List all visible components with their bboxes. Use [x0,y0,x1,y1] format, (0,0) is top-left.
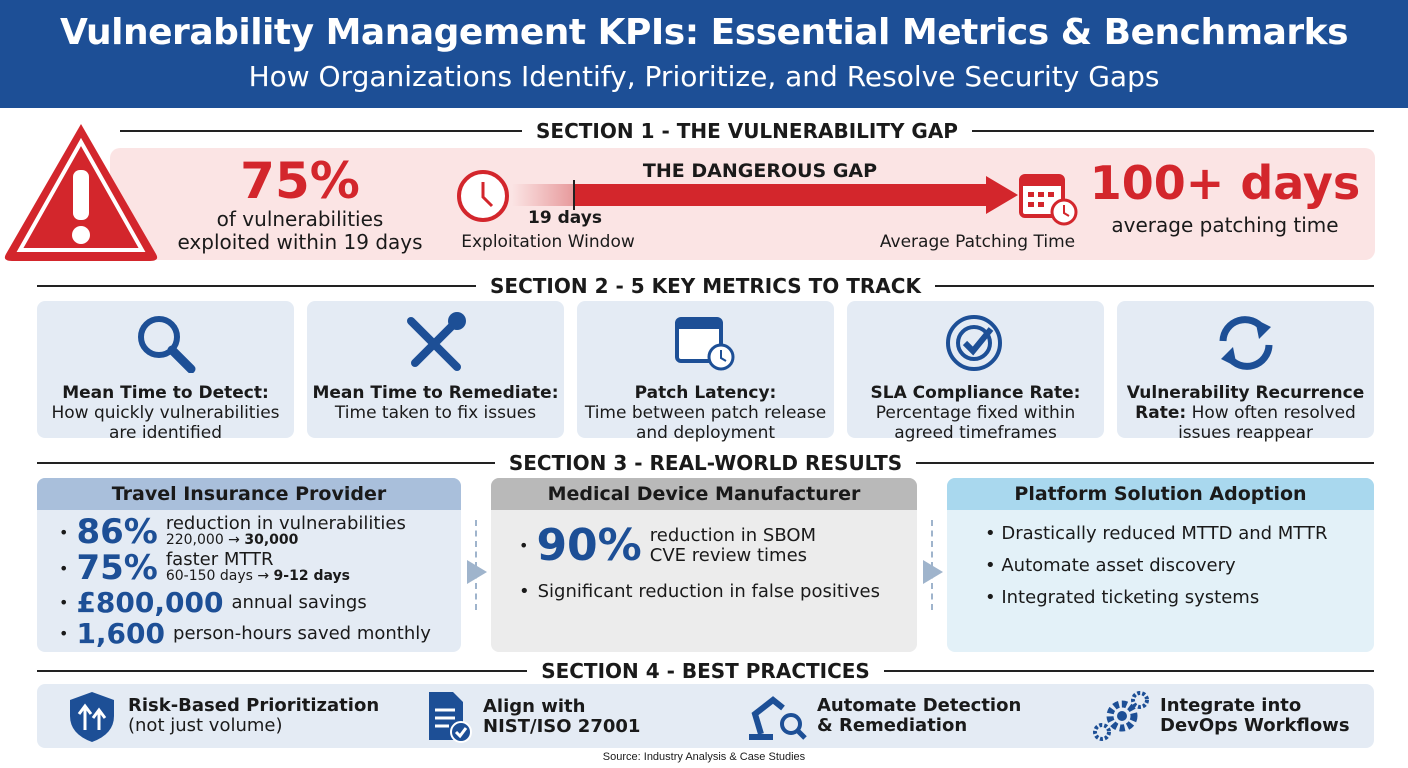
shield-arrows-icon [70,692,114,742]
exploit-window-bar [512,184,574,206]
gears-cycle-icon [1093,691,1149,741]
metric-card-mttd: Mean Time to Detect: How quickly vulnerab… [37,301,294,443]
target-check-icon [945,315,1002,371]
19-day-marker [573,180,575,210]
exploit-window-label: Exploitation Window [461,232,635,252]
metric-card-patch-latency: Patch Latency: Time between patch release… [577,301,834,443]
practice-automate: Automate Detection & Remediation [745,690,1021,742]
clock-icon [457,170,509,222]
magnifier-icon [137,316,195,373]
robot-arm-icon [749,696,807,740]
section1-heading: SECTION 1 - THE VULNERABILITY GAP [120,119,1374,143]
arrow-right-icon [467,560,487,584]
case-medical-device: Medical Device Manufacturer • 90% reductio… [491,478,917,652]
case-platform-adoption: Platform Solution Adoption • Drastically… [947,478,1374,652]
refresh-icon [1219,316,1272,370]
metric-card-recurrence: Vulnerability Recurrence Rate: How often… [1117,301,1374,443]
warning-icon [4,124,158,261]
marker-label: 19 days [528,208,602,228]
practice-risk-based: Risk-Based Prioritization (not just volum… [66,690,379,742]
connector-line [931,520,933,610]
exploit-stat-desc: of vulnerabilities exploited within 19 da… [177,207,423,254]
calendar-clock-icon [674,317,734,371]
best-practices-strip [37,684,1374,748]
section3-heading: SECTION 3 - REAL-WORLD RESULTS [37,451,1375,475]
metric-card-mttr: Mean Time to Remediate: Time taken to fix… [307,301,564,438]
header-banner: Vulnerability Management KPIs: Essential… [0,0,1408,108]
arrow-right-icon [923,560,943,584]
metric-card-sla: SLA Compliance Rate: Percentage fixed wit… [847,301,1104,443]
patch-stat-desc: average patching time [1111,213,1339,237]
exploit-stat: 75% [240,152,360,210]
gap-label: THE DANGEROUS GAP [642,160,878,182]
patch-time-label: Average Patching Time [879,232,1076,252]
patch-stat: 100+ days [1089,156,1361,210]
connector-line [475,520,477,610]
section4-heading: SECTION 4 - BEST PRACTICES [37,659,1375,683]
calendar-clock-icon [1019,174,1078,226]
tools-icon [406,312,466,371]
page-title: Vulnerability Management KPIs: Essential… [59,12,1349,53]
case-travel-insurance: Travel Insurance Provider • 86% reduction … [37,478,461,652]
gap-arrow [575,184,990,206]
practice-nist-iso: Align with NIST/ISO 27001 [425,690,640,744]
section2-heading: SECTION 2 - 5 KEY METRICS TO TRACK [37,274,1374,298]
page-subtitle: How Organizations Identify, Prioritize, … [248,60,1160,93]
document-check-icon [429,692,472,743]
source-note: Source: Industry Analysis & Case Studies [602,751,806,763]
practice-devops: Integrate into DevOps Workflows [1092,690,1350,742]
arrow-head-icon [986,176,1018,214]
